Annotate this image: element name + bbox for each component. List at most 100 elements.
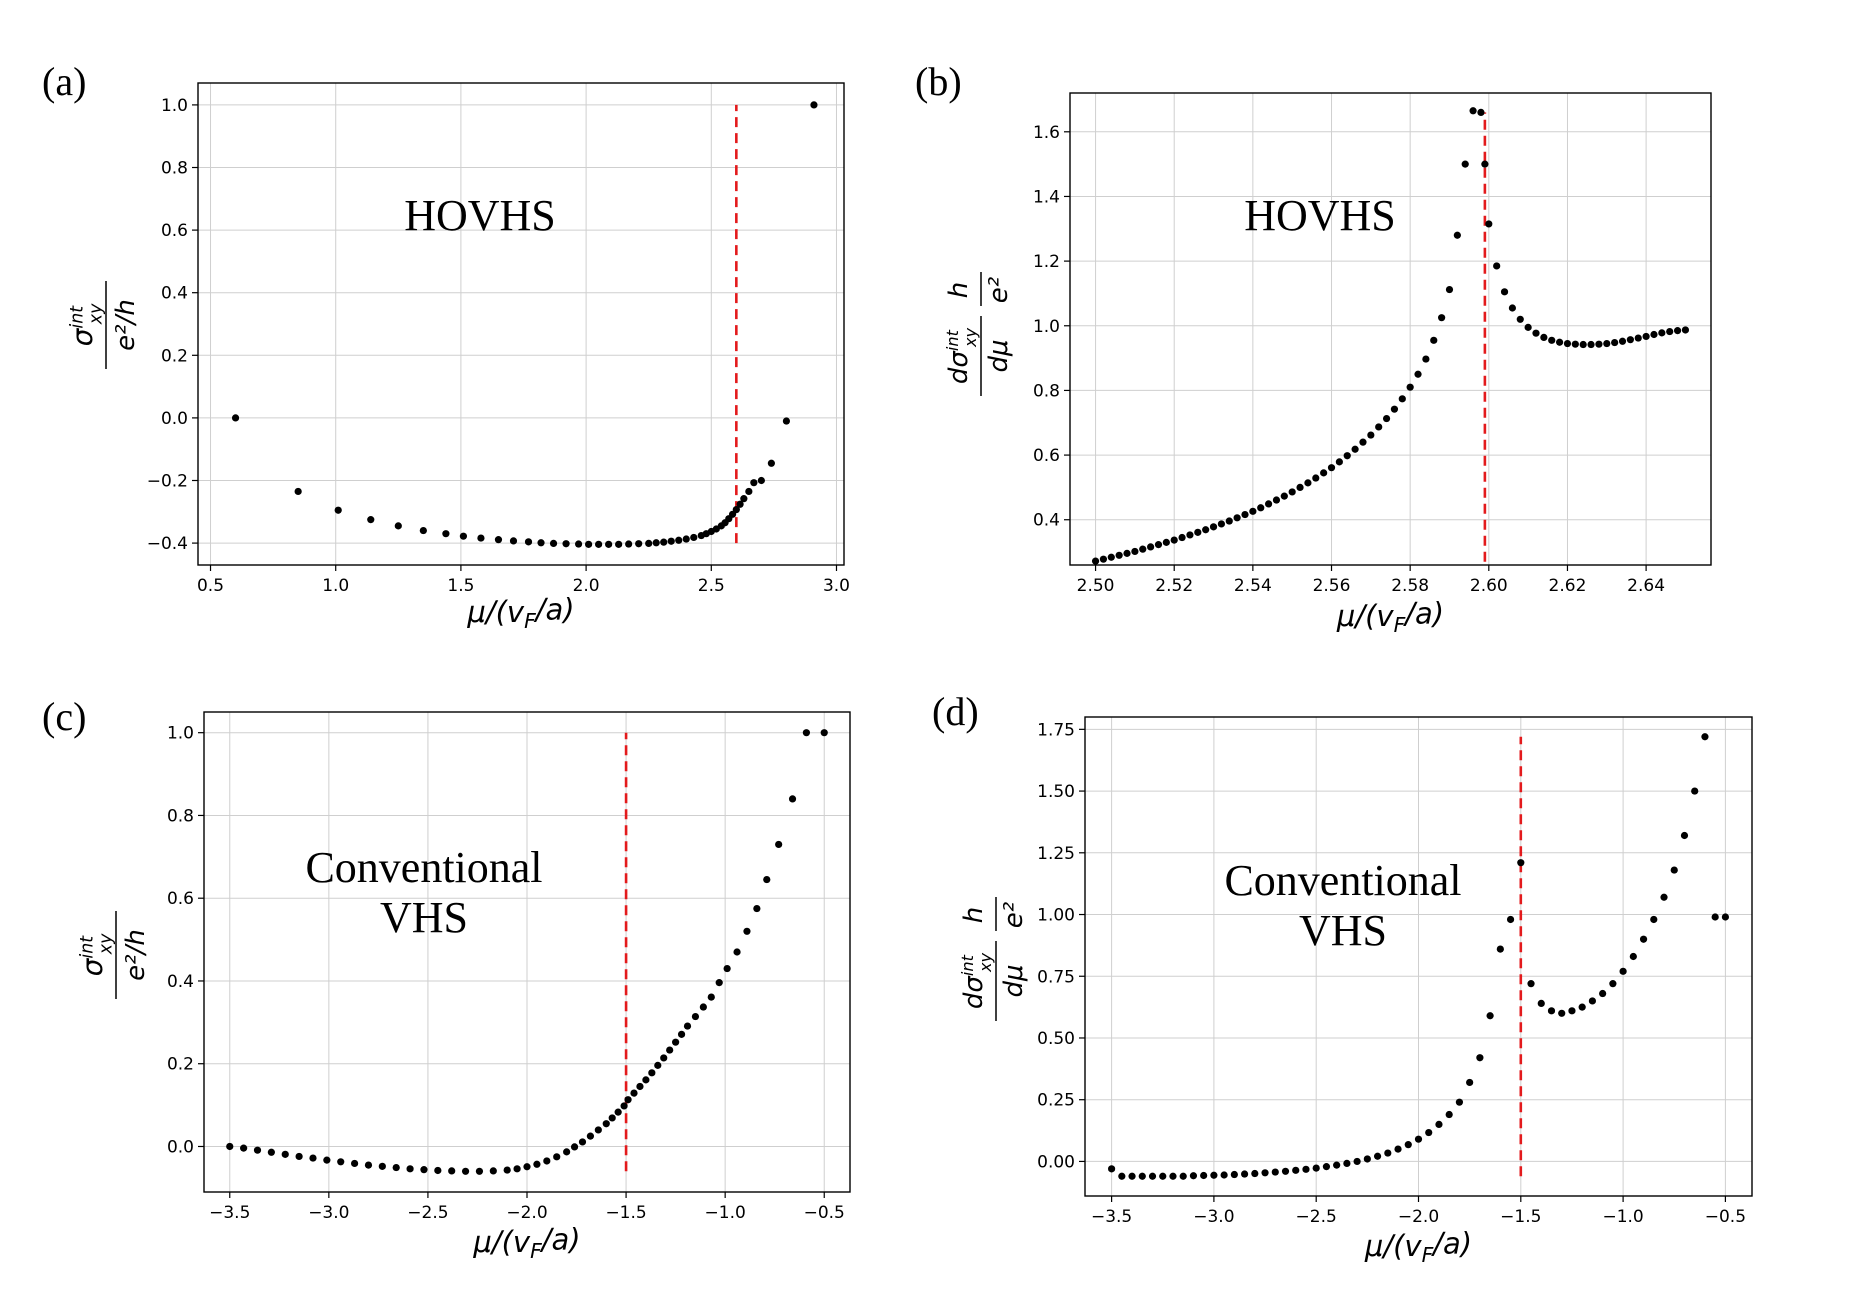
y-axis-label: σintxy e²/h: [76, 911, 151, 999]
y-label-denominator-2: e²: [984, 277, 1014, 303]
y-label-numerator: dσintxy: [958, 952, 995, 1009]
data-point: [1107, 1165, 1116, 1173]
data-point: [1485, 220, 1493, 228]
x-tick-label: 2.58: [1391, 576, 1429, 596]
x-axis-label: μ/(vF/a): [1336, 596, 1444, 637]
data-point: [1660, 893, 1668, 901]
data-point: [543, 1157, 551, 1165]
data-point: [753, 904, 761, 913]
data-point: [1425, 1128, 1433, 1137]
y-tick-label: 0.0: [161, 409, 188, 429]
data-point: [1327, 464, 1336, 472]
data-point: [459, 532, 468, 540]
data-point: [630, 1089, 638, 1097]
data-point: [1680, 831, 1689, 840]
y-tick-label: 1.4: [1033, 187, 1060, 207]
data-point: [732, 506, 740, 514]
x-tick-label: 2.56: [1313, 576, 1351, 596]
y-tick-label: 0.4: [161, 284, 188, 304]
data-point: [267, 1148, 275, 1156]
data-point: [595, 540, 603, 548]
y-axis-label: σintxy e²/h: [66, 281, 141, 369]
data-point: [1568, 1007, 1576, 1015]
x-tick-label: 2.54: [1234, 576, 1272, 596]
x-tick-label: −2.0: [1398, 1207, 1439, 1227]
x-tick-label: 2.50: [1077, 576, 1115, 596]
data-point: [1115, 551, 1123, 559]
data-point: [533, 1160, 541, 1168]
data-point: [635, 540, 643, 548]
data-point: [1476, 1054, 1484, 1062]
y-tick-label: 1.25: [1037, 844, 1075, 864]
data-point: [1312, 474, 1320, 482]
data-point: [1123, 549, 1131, 557]
data-point: [1322, 1163, 1331, 1171]
data-point: [1571, 340, 1579, 348]
data-point: [1540, 333, 1548, 342]
data-point: [1128, 1172, 1136, 1180]
data-point: [1398, 395, 1406, 403]
data-point: [1701, 733, 1709, 741]
data-point: [740, 495, 748, 503]
data-point: [1288, 488, 1296, 496]
data-point: [337, 1158, 345, 1166]
data-point: [1558, 1009, 1566, 1017]
data-point: [1272, 496, 1281, 504]
annotation-text: VHS: [380, 893, 468, 942]
y-label-numerator: σintxy: [66, 303, 107, 346]
annotation-text: VHS: [1299, 906, 1387, 955]
panel-label: (a): [42, 59, 86, 104]
data-point: [750, 479, 758, 487]
y-tick-label: 0.4: [1033, 511, 1060, 531]
data-point: [1642, 332, 1650, 341]
x-tick-label: −2.5: [407, 1203, 448, 1223]
x-tick-label: 3.0: [823, 576, 850, 596]
data-point: [736, 500, 744, 508]
x-tick-label: −2.0: [506, 1203, 547, 1223]
data-point: [392, 1163, 400, 1172]
data-point: [1486, 1012, 1494, 1020]
data-point: [645, 539, 653, 548]
data-point: [574, 540, 583, 548]
data-point: [394, 522, 402, 530]
data-point: [1508, 304, 1517, 312]
data-point: [699, 1003, 707, 1011]
data-point: [231, 414, 240, 422]
data-point: [1091, 557, 1100, 565]
data-point: [351, 1159, 359, 1168]
y-tick-label: 1.75: [1037, 720, 1075, 740]
x-tick-label: −0.5: [804, 1203, 845, 1223]
data-point: [1159, 1172, 1167, 1180]
data-point: [1650, 915, 1658, 924]
data-point: [1351, 445, 1359, 453]
data-point: [1240, 1170, 1249, 1178]
data-point: [1186, 531, 1194, 539]
data-point: [683, 1022, 692, 1030]
annotation-text: HOVHS: [404, 191, 556, 240]
data-point: [1547, 1007, 1556, 1015]
data-point: [782, 417, 791, 425]
data-point: [1271, 1168, 1279, 1176]
data-point: [1563, 339, 1572, 348]
data-point: [1296, 483, 1304, 492]
data-point: [636, 1082, 644, 1091]
data-point: [733, 948, 741, 956]
data-point: [715, 979, 723, 987]
y-tick-label: 0.4: [167, 972, 194, 992]
data-point: [1241, 510, 1249, 519]
data-point: [585, 540, 593, 548]
data-point: [1169, 1172, 1177, 1180]
data-point: [1414, 370, 1422, 378]
y-tick-label: 1.0: [161, 96, 188, 116]
data-point: [1453, 231, 1461, 239]
data-point: [549, 539, 558, 548]
x-axis-label: μ/(vF/a): [1364, 1226, 1472, 1267]
data-point: [1578, 1003, 1586, 1011]
data-point: [334, 506, 342, 514]
y-tick-label: 0.25: [1037, 1091, 1075, 1111]
data-point: [1099, 555, 1108, 563]
data-point: [1382, 414, 1391, 423]
plot-frame: [1069, 92, 1712, 566]
data-point: [1363, 1155, 1371, 1163]
data-point: [667, 537, 675, 545]
